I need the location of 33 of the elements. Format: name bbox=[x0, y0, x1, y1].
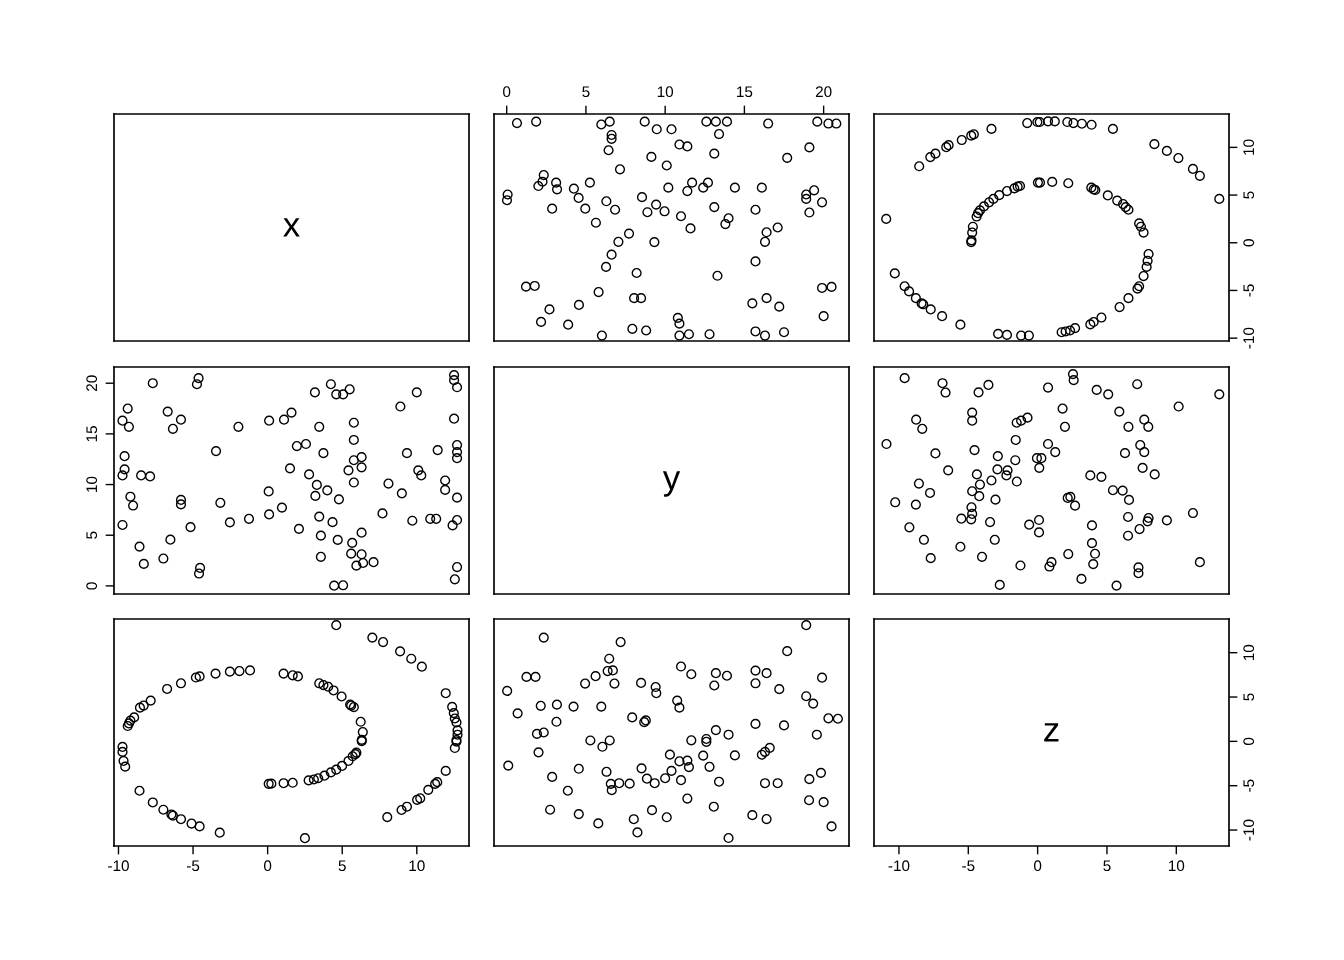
x-tick-label: 15 bbox=[737, 86, 753, 98]
y-tick-label: -5 bbox=[1243, 779, 1255, 792]
x-tick-label: 10 bbox=[657, 86, 674, 98]
x-tick-label: 0 bbox=[503, 86, 511, 98]
x-tick-label: -10 bbox=[108, 860, 129, 872]
y-tick-label: -10 bbox=[1243, 819, 1255, 841]
text: y bbox=[662, 471, 681, 497]
y-tick-label: -5 bbox=[1243, 284, 1255, 297]
x-tick-label: 5 bbox=[338, 860, 346, 872]
annotation: z bbox=[1044, 723, 1059, 742]
x-tick-label: -5 bbox=[962, 860, 975, 872]
y-tick-label: 5 bbox=[1243, 693, 1255, 701]
x-tick-label: 10 bbox=[409, 860, 425, 872]
y-tick-label: 20 bbox=[86, 375, 98, 391]
x-tick-label: 0 bbox=[1033, 860, 1042, 872]
y-tick-label: 10 bbox=[1243, 644, 1255, 661]
x-tick-label: 20 bbox=[815, 86, 832, 98]
y-tick-label: 0 bbox=[86, 582, 98, 590]
y-tick-label: 10 bbox=[1243, 139, 1255, 155]
y-tick-label: -10 bbox=[1243, 327, 1255, 349]
y-tick-label: 0 bbox=[1243, 737, 1255, 746]
y-tick-label: 15 bbox=[86, 426, 98, 442]
x-tick-label: 0 bbox=[263, 860, 272, 872]
x-tick-label: -5 bbox=[186, 860, 200, 872]
x-tick-label: 5 bbox=[1103, 860, 1111, 872]
text: x bbox=[283, 218, 300, 237]
x-tick-label: 5 bbox=[582, 86, 590, 98]
y-tick-label: 0 bbox=[1243, 239, 1255, 247]
x-tick-label: 10 bbox=[1168, 860, 1185, 872]
x-tick-label: -10 bbox=[888, 860, 910, 872]
y-tick-label: 10 bbox=[86, 476, 98, 492]
y-tick-label: 5 bbox=[86, 531, 98, 539]
y-tick-label: 5 bbox=[1243, 191, 1255, 199]
